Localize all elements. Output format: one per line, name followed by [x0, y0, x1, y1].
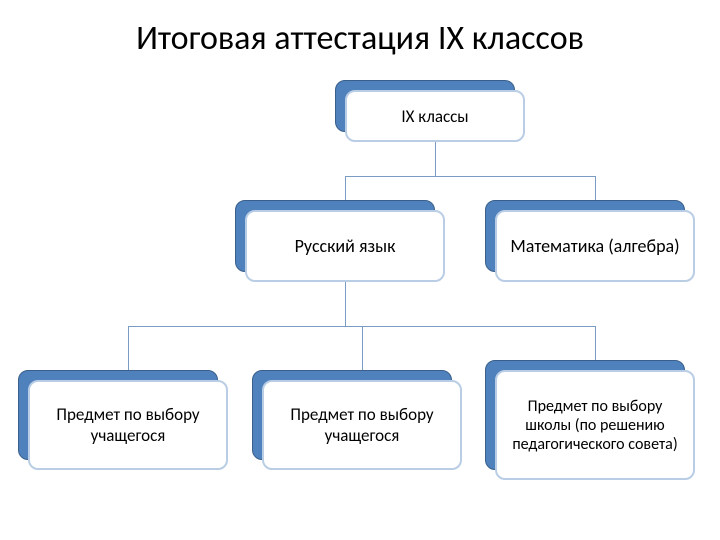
node-opt3: Предмет по выбору школы (по решению педа… — [485, 360, 695, 480]
node-math: Математика (алгебра) — [485, 200, 695, 282]
node-opt1: Предмет по выбору учащегося — [18, 370, 228, 470]
node-opt2: Предмет по выбору учащегося — [252, 370, 462, 470]
node-box: Предмет по выбору учащегося — [262, 380, 462, 470]
node-box: IX классы — [345, 90, 525, 142]
connector — [435, 142, 436, 176]
node-box: Русский язык — [245, 210, 445, 282]
slide: Итоговая аттестация IX классов IX классы… — [0, 0, 720, 540]
node-rus: Русский язык — [235, 200, 445, 282]
connector — [345, 282, 346, 326]
node-root: IX классы — [335, 80, 525, 142]
node-box: Предмет по выбору школы (по решению педа… — [495, 370, 695, 480]
node-box: Предмет по выбору учащегося — [28, 380, 228, 470]
page-title: Итоговая аттестация IX классов — [0, 18, 720, 59]
node-box: Математика (алгебра) — [495, 210, 695, 282]
connector — [345, 176, 595, 177]
